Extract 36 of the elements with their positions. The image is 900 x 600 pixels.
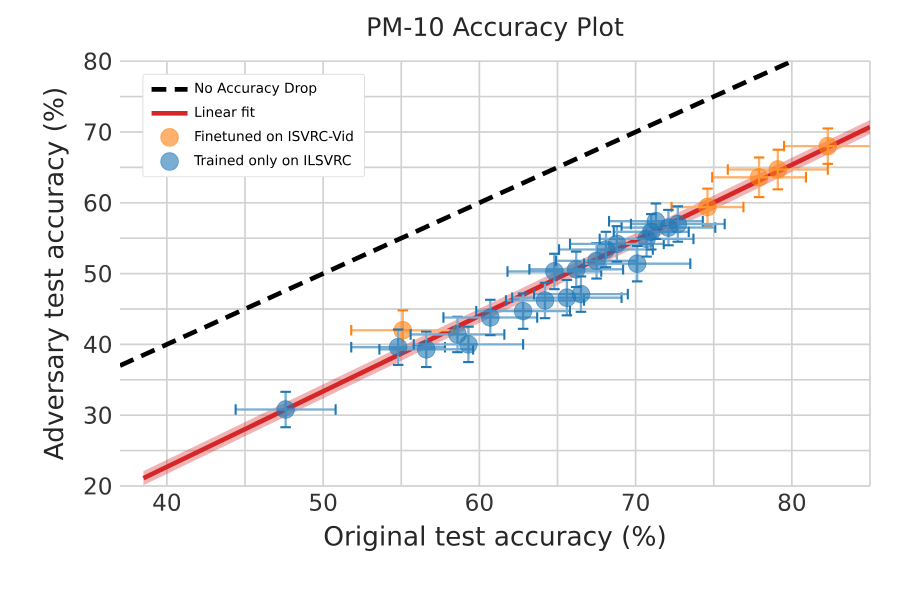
point <box>608 234 626 254</box>
point <box>572 284 590 304</box>
x-tick-label: 80 <box>778 493 806 511</box>
x-axis-title: Original test accuracy (%) <box>324 525 664 551</box>
y-tick-label: 80 <box>84 52 111 70</box>
point <box>628 254 646 273</box>
point <box>536 291 554 310</box>
legend-label: Trained only on ILSVRC <box>194 154 351 168</box>
point <box>818 136 838 156</box>
legend-label: No Accuracy Drop <box>195 82 316 96</box>
x-tick-label: 50 <box>310 493 336 511</box>
x-tick-label: 60 <box>466 493 493 511</box>
y-tick-label: 30 <box>84 406 111 424</box>
point <box>668 214 688 234</box>
chart-title: PM-10 Accuracy Plot <box>368 16 624 42</box>
point <box>566 260 586 279</box>
point <box>459 335 478 354</box>
legend-label: Linear fit <box>195 106 255 118</box>
point <box>416 340 436 359</box>
y-tick-label: 50 <box>84 264 111 282</box>
point <box>750 168 768 187</box>
y-tick-label: 60 <box>84 194 111 212</box>
x-tick-label: 70 <box>622 493 649 511</box>
point <box>545 262 564 281</box>
point <box>698 198 717 216</box>
point <box>768 160 788 179</box>
point <box>388 338 408 356</box>
x-tick-label: 40 <box>153 493 180 511</box>
point <box>481 308 500 327</box>
legend-label: Finetuned on ISVRC-Vid <box>195 130 353 142</box>
point <box>276 400 295 419</box>
y-tick-label: 40 <box>84 336 111 354</box>
y-tick-label: 20 <box>84 477 111 495</box>
y-tick-label: 70 <box>84 123 111 141</box>
point <box>514 302 532 320</box>
y-axis-title: Adversary test accuracy (%) <box>43 89 69 460</box>
